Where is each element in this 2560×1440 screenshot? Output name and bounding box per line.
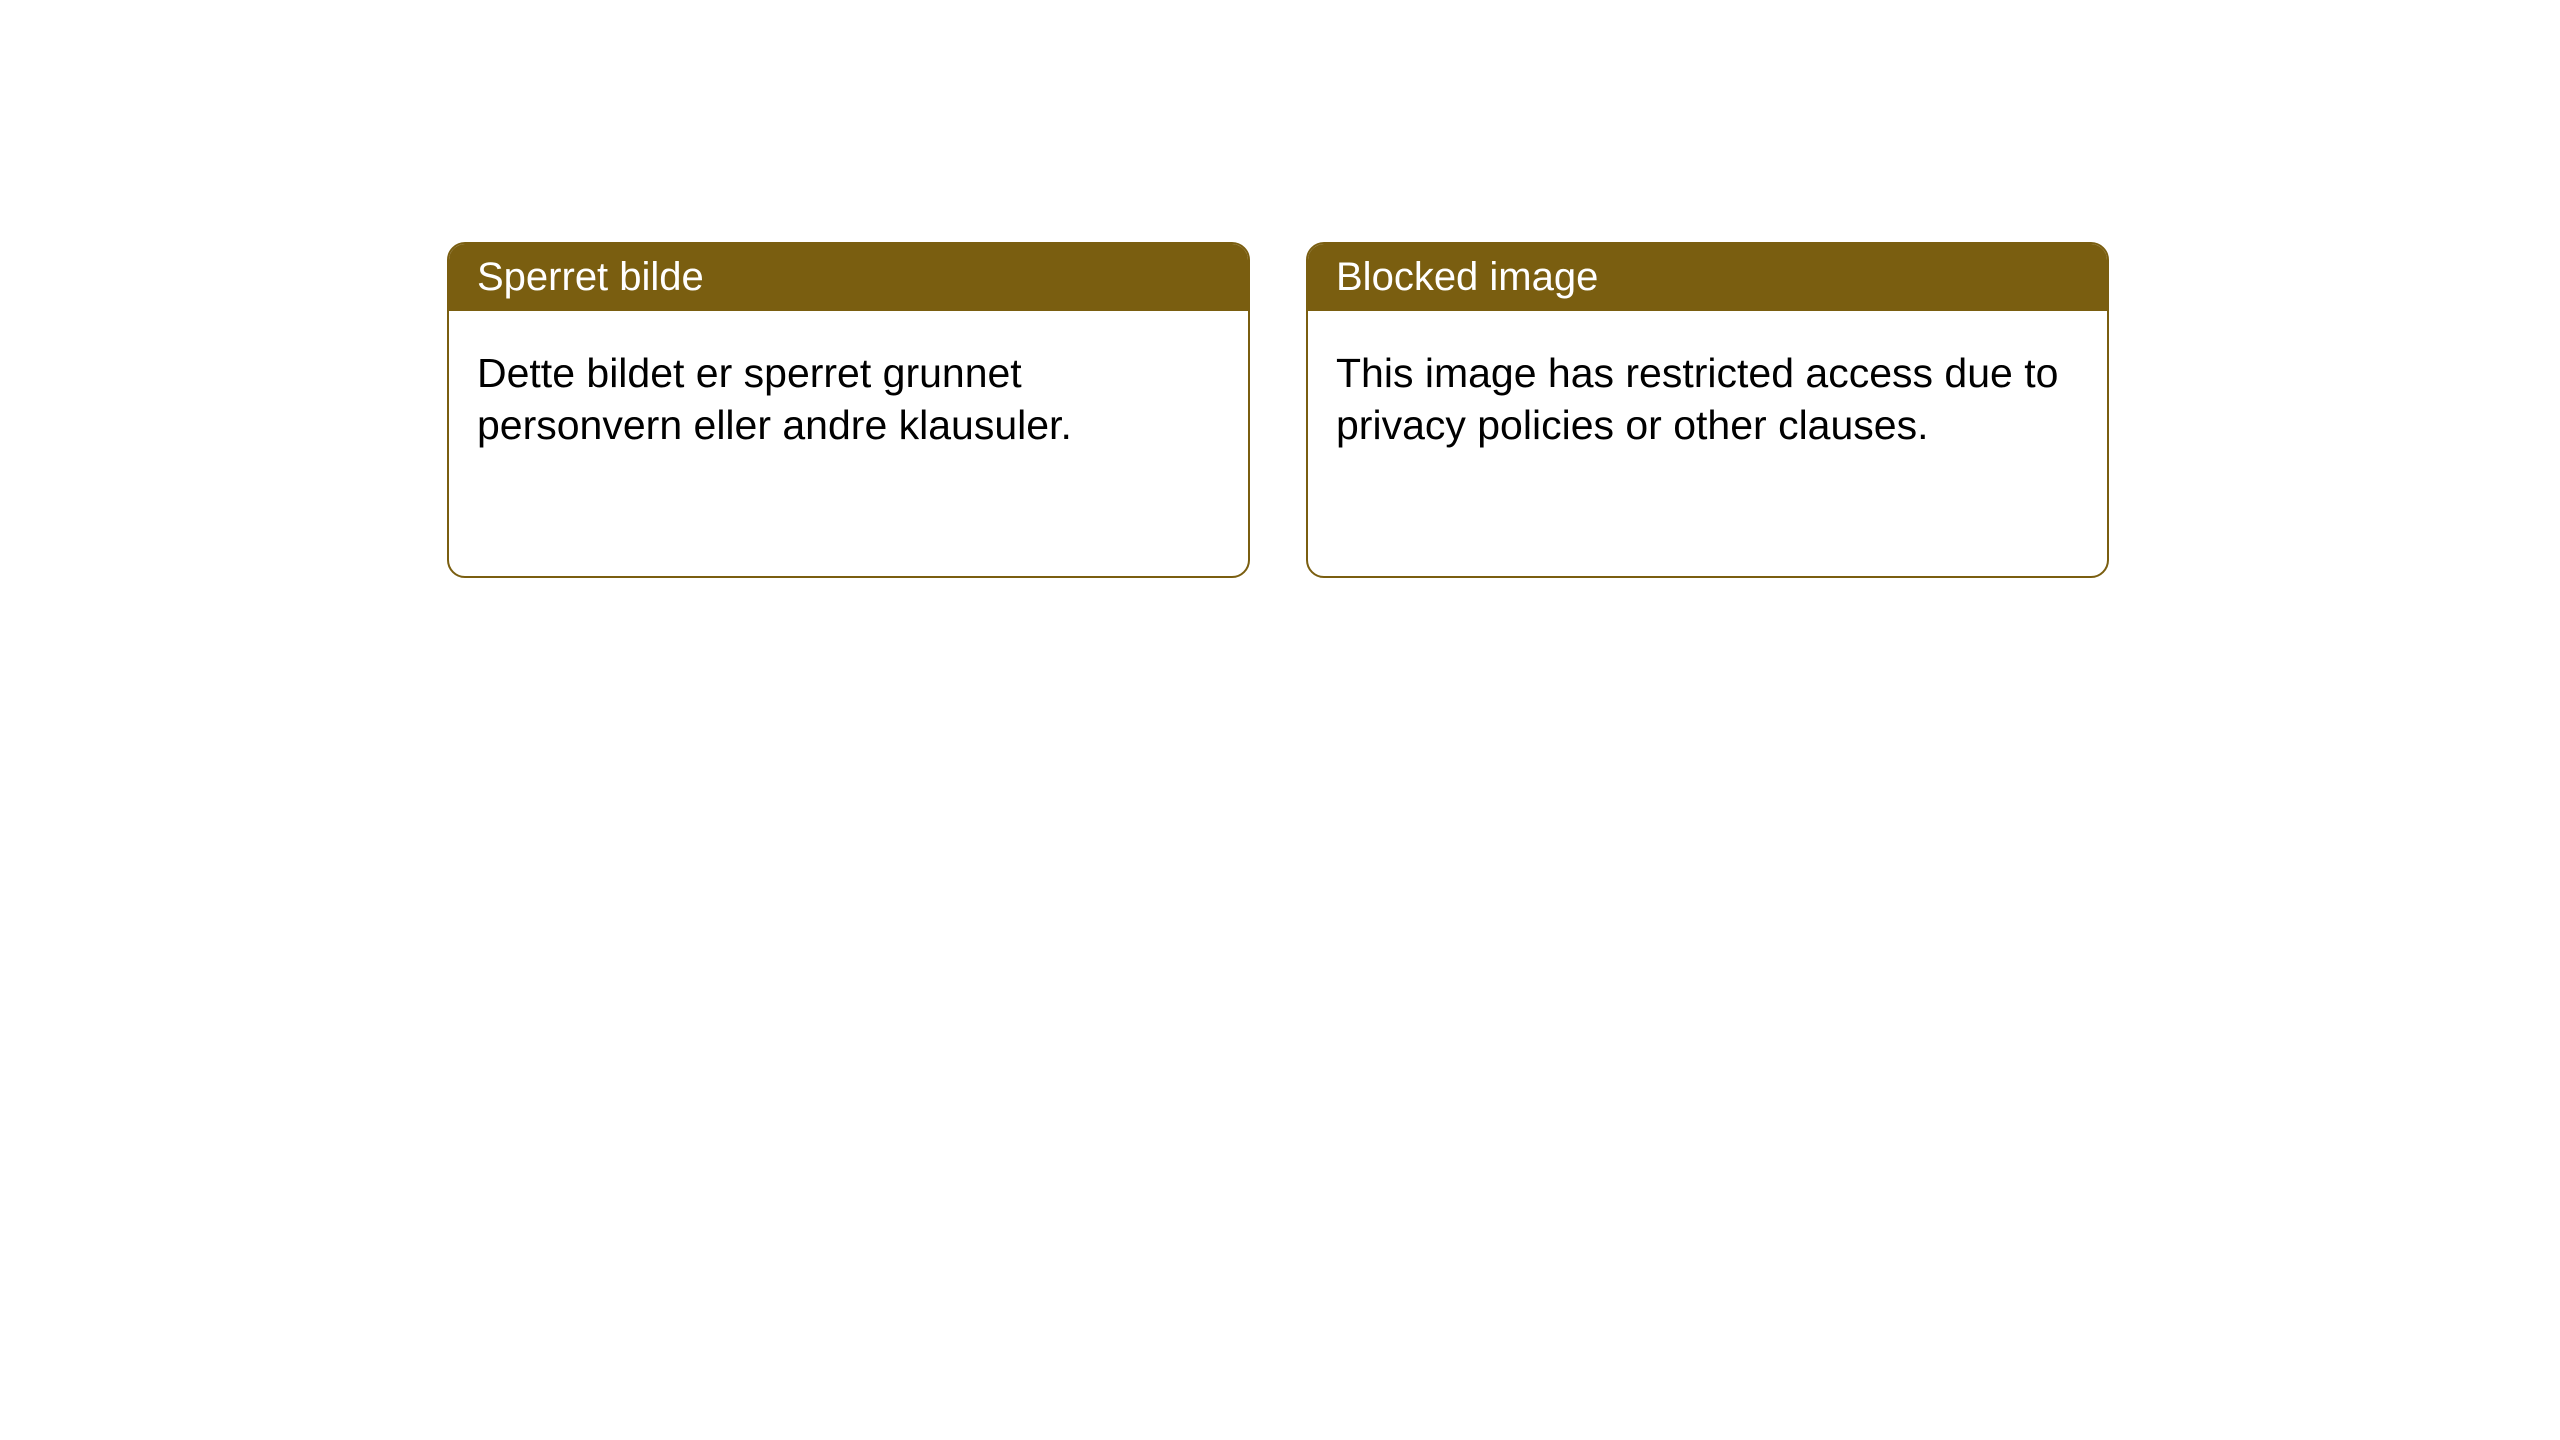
notice-card-norwegian: Sperret bilde Dette bildet er sperret gr… xyxy=(447,242,1250,578)
notice-header-norwegian: Sperret bilde xyxy=(449,244,1248,311)
notice-body-norwegian: Dette bildet er sperret grunnet personve… xyxy=(449,311,1248,488)
notice-container: Sperret bilde Dette bildet er sperret gr… xyxy=(447,242,2109,578)
notice-card-english: Blocked image This image has restricted … xyxy=(1306,242,2109,578)
notice-header-english: Blocked image xyxy=(1308,244,2107,311)
notice-body-english: This image has restricted access due to … xyxy=(1308,311,2107,488)
